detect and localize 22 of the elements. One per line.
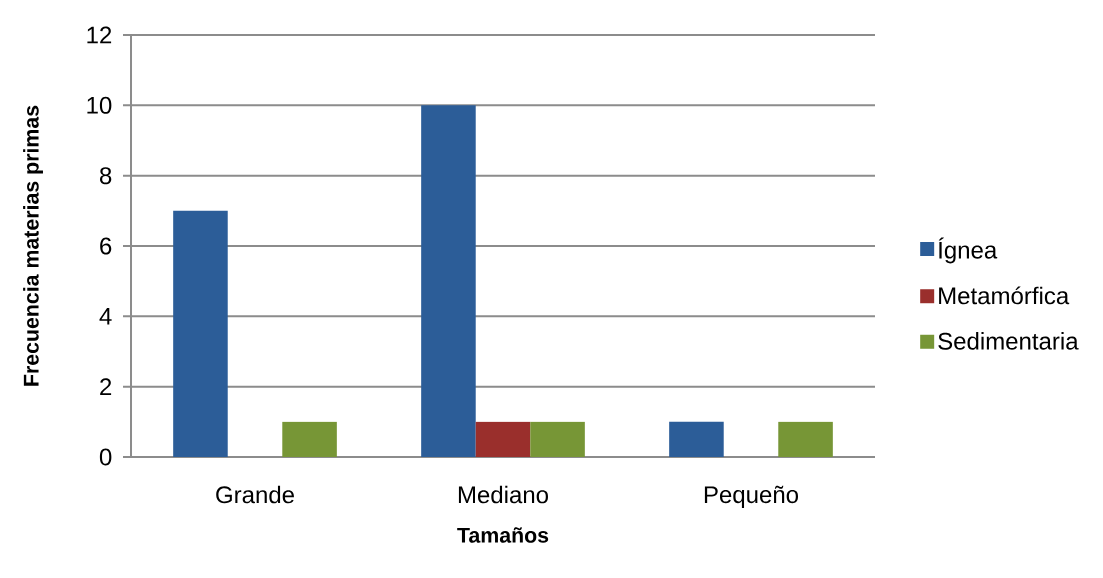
- legend-label: Sedimentaria: [938, 332, 1079, 350]
- x-tick-label: Pequeño: [704, 485, 799, 508]
- y-tick-label: 12: [87, 26, 112, 44]
- bar: [173, 210, 228, 457]
- x-tick-label: Grande: [216, 485, 294, 504]
- bar: [778, 421, 833, 457]
- bar: [530, 421, 585, 457]
- x-tick-label: Mediano: [458, 485, 548, 504]
- y-tick-label: 4: [99, 308, 112, 325]
- y-tick-label: 10: [87, 96, 112, 114]
- y-axis-title: Frecuencia materias primas: [23, 105, 43, 386]
- x-axis-title: Tamaños: [457, 527, 549, 543]
- y-tick-label: 0: [99, 448, 112, 466]
- bar: [421, 105, 476, 457]
- y-tick-label: 2: [100, 378, 112, 396]
- y-tick-label: 6: [100, 237, 112, 255]
- y-tick-label: 8: [100, 167, 112, 185]
- bar: [475, 421, 531, 457]
- legend-label: Ígnea: [938, 237, 998, 264]
- legend-label: Metamórfica: [939, 286, 1070, 305]
- bar: [282, 421, 337, 457]
- bar: [669, 421, 724, 457]
